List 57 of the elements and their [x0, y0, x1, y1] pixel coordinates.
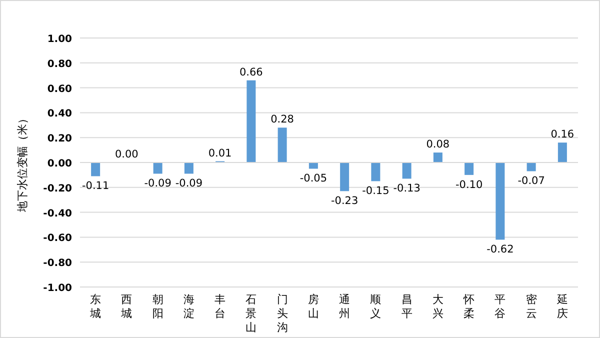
y-tick-label: -1.00 — [43, 283, 72, 294]
y-tick-label: 0.40 — [47, 108, 72, 120]
x-tick-label: 海淀 — [183, 293, 194, 320]
data-label: 0.66 — [239, 66, 264, 78]
data-label: 0.08 — [426, 138, 450, 151]
y-tick-label: 0.20 — [47, 134, 72, 145]
data-label: 0.28 — [270, 114, 294, 126]
data-label: -0.15 — [362, 185, 390, 198]
x-tick-label: 怀柔 — [462, 293, 475, 320]
bar — [464, 162, 474, 175]
bar — [91, 162, 100, 176]
x-tick-label: 石景山 — [246, 293, 257, 334]
x-tick-label: 昌平 — [401, 293, 412, 320]
bar — [402, 162, 412, 179]
x-tick-label: 密云 — [526, 293, 537, 320]
y-axis-title: 地下水位变幅（米） — [16, 113, 29, 213]
data-label: -0.10 — [455, 178, 483, 191]
bar — [526, 162, 536, 172]
bar — [153, 162, 162, 174]
bar — [496, 162, 505, 240]
data-label: -0.13 — [393, 182, 420, 195]
bar — [246, 80, 256, 162]
bar — [184, 162, 194, 174]
data-label: 0.00 — [114, 148, 138, 160]
x-tick-label: 平谷 — [494, 293, 506, 320]
data-label: 0.16 — [550, 128, 574, 141]
y-tick-label: 0.60 — [47, 84, 72, 95]
data-label: -0.07 — [518, 175, 545, 188]
bar — [340, 162, 350, 192]
x-tick-label: 房山 — [308, 293, 319, 320]
x-tick-label: 顺义 — [370, 293, 382, 320]
data-label: -0.05 — [300, 172, 328, 185]
data-label: -0.09 — [144, 178, 172, 190]
bar — [558, 142, 567, 162]
y-tick-label: -0.40 — [43, 208, 72, 220]
x-tick-label: 西城 — [120, 293, 132, 320]
y-tick-label: 0.80 — [47, 58, 72, 70]
data-label: -0.11 — [82, 180, 110, 192]
bar — [433, 152, 442, 162]
y-tick-label: -0.60 — [43, 233, 72, 244]
x-tick-label: 通州 — [339, 293, 350, 320]
y-tick-label: 0.00 — [47, 158, 72, 170]
x-tick-label: 朝阳 — [152, 293, 164, 320]
y-tick-label: 1.00 — [47, 34, 72, 45]
data-label: -0.23 — [330, 195, 358, 208]
x-tick-label: 东城 — [89, 293, 102, 320]
bar — [278, 128, 287, 162]
x-tick-label: 延庆 — [556, 293, 568, 320]
y-tick-label: -0.20 — [43, 183, 72, 194]
x-tick-label: 丰台 — [214, 293, 226, 320]
bar — [371, 162, 380, 182]
y-tick-label: -0.80 — [43, 258, 72, 270]
data-label: 0.01 — [208, 147, 232, 160]
x-tick-label: 门头沟 — [276, 293, 288, 334]
data-label: -0.09 — [175, 178, 203, 190]
x-tick-label: 大兴 — [432, 293, 444, 320]
data-label: -0.62 — [486, 244, 514, 256]
